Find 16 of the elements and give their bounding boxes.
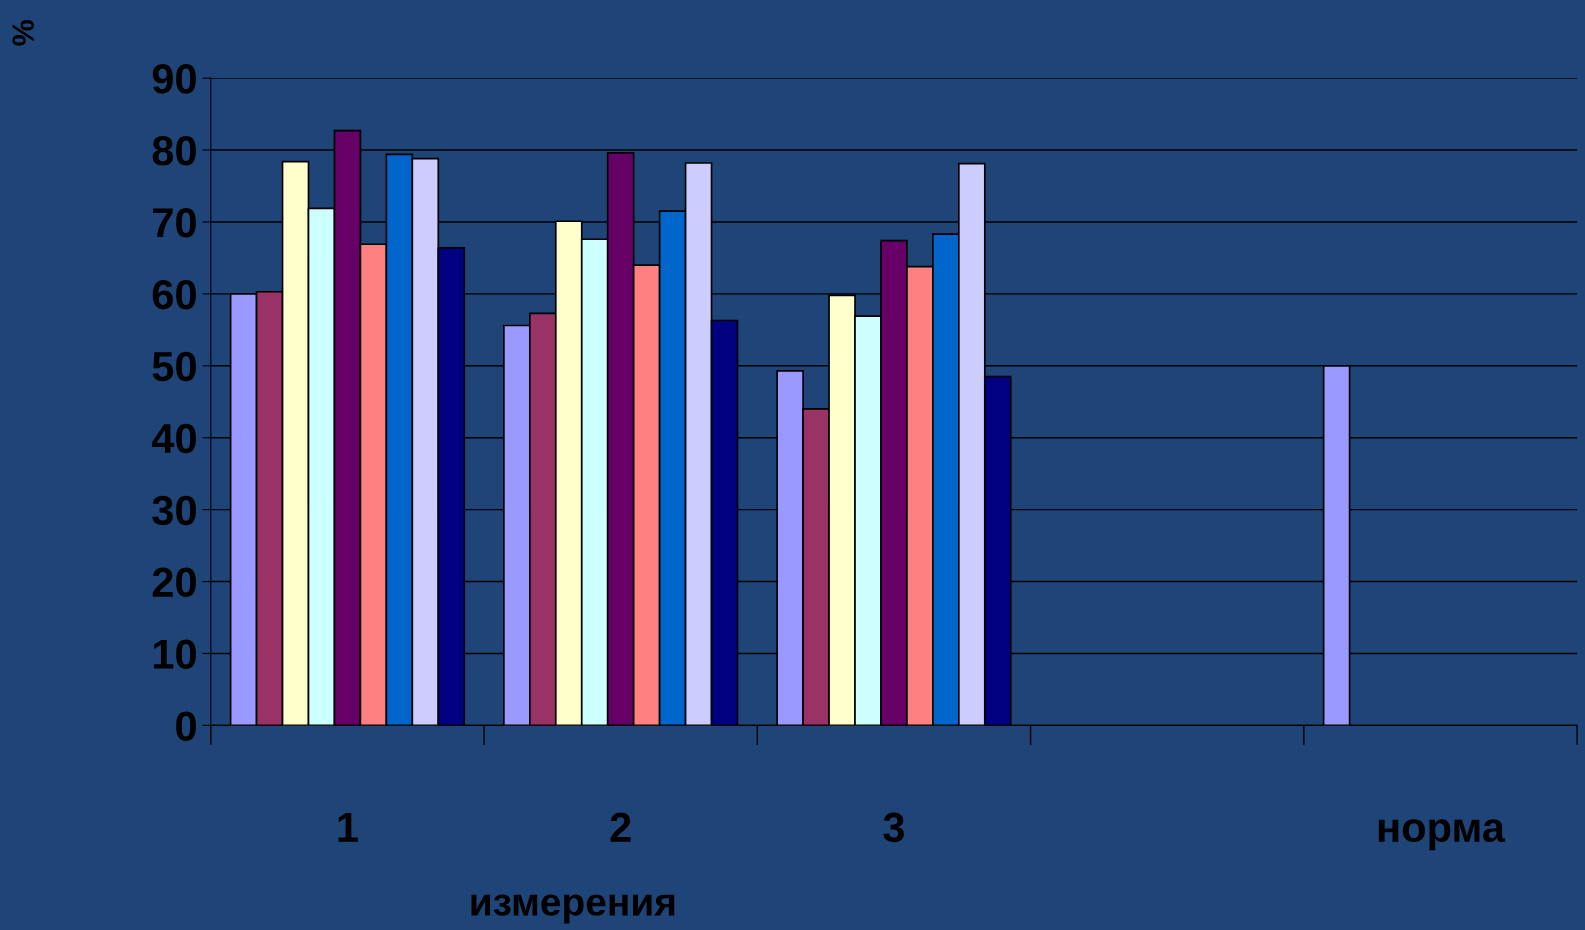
- y-axis-title: %: [12, 20, 34, 46]
- y-tick-label: 70: [153, 207, 196, 238]
- x-axis-title: измерения: [471, 894, 675, 924]
- x-tick-label: 2: [610, 812, 631, 842]
- y-tick-label: 0: [176, 711, 196, 741]
- y-tick-label: 10: [153, 639, 196, 669]
- y-tick-label: 50: [152, 351, 196, 382]
- y-tick-label: 20: [152, 567, 196, 598]
- y-tick-label: 40: [151, 423, 196, 454]
- x-tick-label: норма: [1378, 819, 1506, 851]
- x-tick-label: 1: [338, 813, 358, 842]
- y-tick-label: 30: [152, 495, 196, 526]
- y-tick-label: 60: [152, 279, 196, 310]
- x-tick-label: 3: [883, 812, 905, 843]
- y-tick-label: 80: [152, 136, 196, 166]
- y-tick-label: 90: [152, 64, 196, 94]
